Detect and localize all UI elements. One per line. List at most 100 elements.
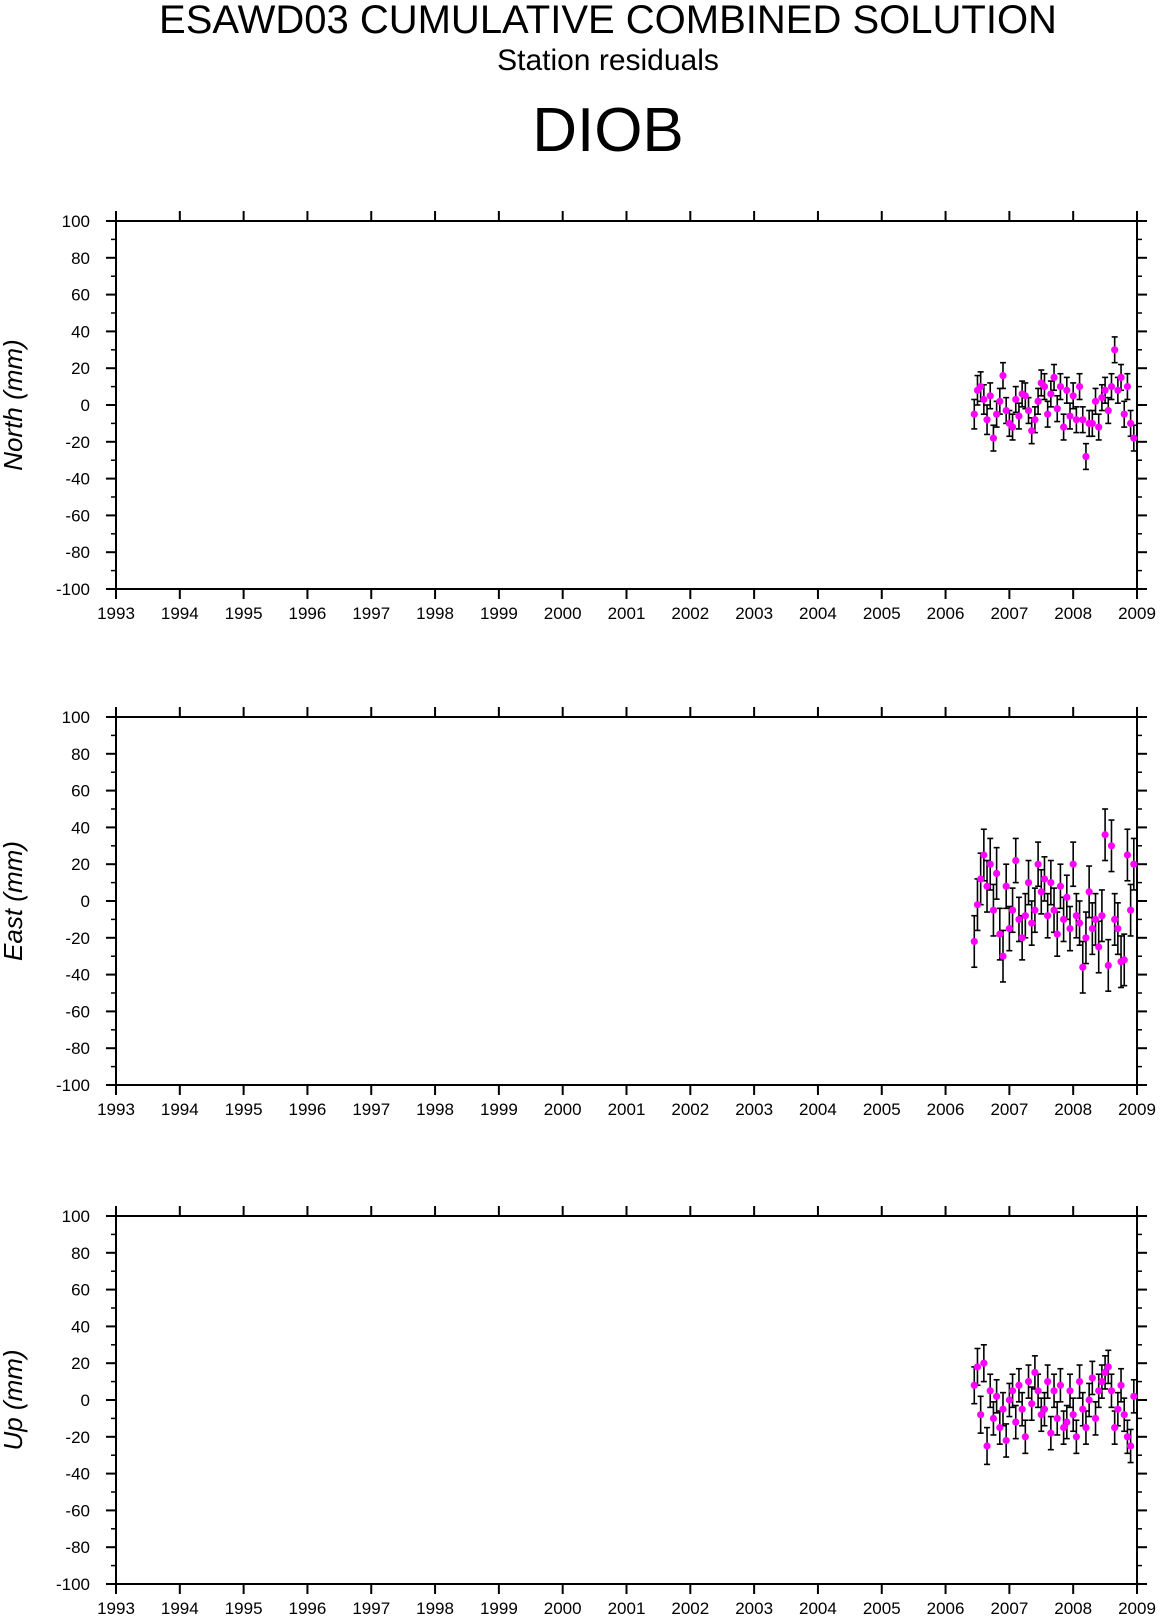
data-point bbox=[1063, 893, 1071, 901]
data-point bbox=[1012, 395, 1020, 404]
data-point bbox=[977, 875, 985, 883]
x-tick-label: 2003 bbox=[735, 604, 773, 623]
data-point bbox=[1066, 412, 1074, 420]
data-point bbox=[1018, 1405, 1026, 1413]
data-point bbox=[1005, 1396, 1013, 1404]
data-point bbox=[1123, 383, 1132, 391]
y-tick-label: -20 bbox=[65, 929, 90, 948]
data-point bbox=[1056, 383, 1065, 391]
data-point bbox=[1021, 392, 1029, 400]
y-tick-label: 0 bbox=[81, 396, 90, 415]
data-point bbox=[1091, 1414, 1100, 1422]
data-point bbox=[1040, 1405, 1049, 1413]
data-point bbox=[1069, 860, 1077, 868]
data-point bbox=[1053, 405, 1061, 413]
north-ylabel: North (mm) bbox=[0, 339, 28, 470]
data-point bbox=[1091, 915, 1100, 924]
data-point bbox=[1044, 1378, 1052, 1386]
data-point bbox=[1082, 1424, 1090, 1432]
data-point bbox=[1088, 925, 1096, 933]
x-tick-label: 2002 bbox=[671, 604, 709, 623]
x-tick-label: 1993 bbox=[97, 1100, 135, 1119]
y-tick-label: -60 bbox=[65, 1501, 90, 1520]
x-tick-label: 1994 bbox=[161, 1599, 199, 1618]
data-point bbox=[1024, 1378, 1033, 1386]
y-tick-label: 100 bbox=[62, 708, 90, 727]
data-point bbox=[1104, 961, 1112, 970]
x-tick-label: 2000 bbox=[544, 1599, 582, 1618]
x-tick-label: 2006 bbox=[927, 604, 965, 623]
y-tick-label: 80 bbox=[71, 745, 90, 764]
data-point bbox=[1114, 386, 1122, 394]
data-point bbox=[1008, 423, 1017, 431]
data-point bbox=[1069, 1411, 1077, 1419]
x-tick-label: 1999 bbox=[480, 604, 518, 623]
data-point bbox=[999, 371, 1007, 380]
data-point bbox=[1095, 423, 1103, 431]
data-point bbox=[1060, 1424, 1068, 1432]
y-tick-label: 80 bbox=[71, 1244, 90, 1263]
data-point bbox=[1047, 879, 1055, 887]
data-point bbox=[1008, 906, 1017, 914]
data-point bbox=[1047, 390, 1055, 398]
y-tick-label: -80 bbox=[65, 543, 90, 562]
y-tick-label: -40 bbox=[65, 470, 90, 489]
data-point bbox=[989, 906, 998, 914]
data-point bbox=[1002, 1436, 1010, 1445]
up-panel: 1993 1994 1995 1996 1997 1998 1999 2000 2001 2002… bbox=[0, 1206, 1156, 1618]
x-tick-label: 1996 bbox=[289, 1100, 327, 1119]
data-point bbox=[1034, 397, 1042, 405]
data-point bbox=[1047, 1429, 1055, 1437]
up-ylabel: Up (mm) bbox=[0, 1349, 28, 1450]
y-tick-label: 80 bbox=[71, 249, 90, 268]
y-tick-label: -20 bbox=[65, 1428, 90, 1447]
data-point bbox=[1130, 1392, 1138, 1400]
x-tick-label: 2004 bbox=[799, 604, 837, 623]
data-point bbox=[1050, 373, 1058, 381]
east-frame bbox=[115, 716, 1138, 1086]
data-point bbox=[1028, 427, 1036, 435]
data-point bbox=[1088, 1374, 1096, 1382]
x-tick-label: 2009 bbox=[1118, 1100, 1156, 1119]
data-point bbox=[1117, 1381, 1125, 1389]
data-point bbox=[1111, 1424, 1119, 1432]
y-tick-label: 100 bbox=[62, 212, 90, 231]
data-point bbox=[993, 869, 1001, 878]
y-tick-label: 40 bbox=[71, 322, 90, 341]
data-point bbox=[1066, 925, 1074, 933]
x-tick-label: 2007 bbox=[990, 1100, 1028, 1119]
data-point bbox=[1037, 888, 1045, 896]
x-tick-label: 2009 bbox=[1118, 604, 1156, 623]
data-point bbox=[1107, 383, 1116, 391]
data-point bbox=[1101, 386, 1109, 394]
data-point bbox=[1111, 915, 1119, 924]
data-point bbox=[1040, 875, 1049, 883]
data-point bbox=[1034, 1387, 1042, 1395]
data-point bbox=[980, 1359, 988, 1367]
data-point bbox=[1104, 1363, 1112, 1371]
data-point bbox=[1082, 452, 1090, 461]
data-point bbox=[977, 1411, 985, 1419]
data-point bbox=[1072, 1433, 1080, 1441]
east-ylabel: East (mm) bbox=[0, 841, 28, 961]
data-point bbox=[1040, 383, 1049, 391]
data-point bbox=[986, 1387, 994, 1395]
y-tick-label: 60 bbox=[71, 1281, 90, 1300]
data-point bbox=[1069, 392, 1077, 400]
data-point bbox=[1034, 860, 1042, 868]
y-tick-label: -100 bbox=[56, 1076, 90, 1095]
data-point bbox=[1098, 1378, 1106, 1386]
x-tick-label: 1998 bbox=[416, 1599, 454, 1618]
data-point bbox=[986, 392, 994, 400]
x-tick-label: 2001 bbox=[608, 1599, 646, 1618]
x-tick-label: 1994 bbox=[161, 1100, 199, 1119]
data-point bbox=[1024, 879, 1033, 887]
data-point bbox=[1037, 1411, 1045, 1419]
x-tick-label: 1997 bbox=[352, 1599, 390, 1618]
x-tick-label: 2001 bbox=[608, 1100, 646, 1119]
data-point bbox=[1021, 912, 1029, 920]
y-tick-label: 0 bbox=[81, 892, 90, 911]
data-point bbox=[999, 1405, 1007, 1413]
data-point bbox=[1127, 419, 1135, 427]
y-tick-label: -80 bbox=[65, 1538, 90, 1557]
